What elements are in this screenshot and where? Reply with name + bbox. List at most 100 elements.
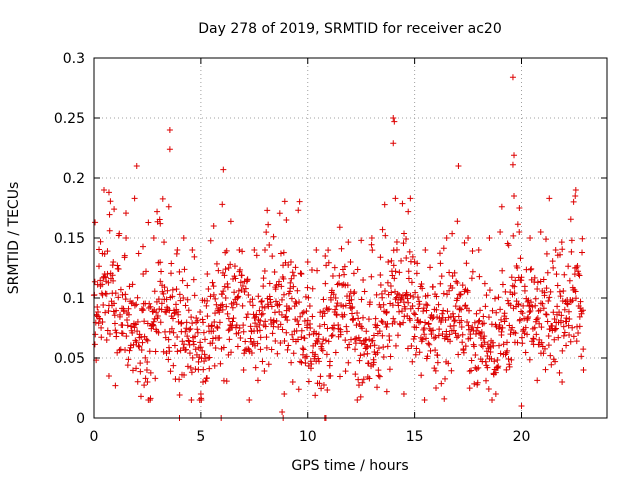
- data-point: [480, 313, 487, 320]
- data-point: [505, 355, 512, 362]
- data-point: [289, 379, 296, 385]
- data-point: [247, 323, 254, 330]
- data-point: [111, 206, 118, 213]
- data-point: [546, 294, 553, 301]
- data-point: [409, 253, 416, 260]
- data-point: [394, 332, 401, 339]
- data-point: [296, 198, 303, 205]
- data-point: [113, 307, 120, 314]
- data-point: [471, 380, 478, 387]
- data-point: [299, 345, 306, 352]
- y-tick-label: 0.15: [54, 231, 85, 247]
- data-point: [332, 306, 339, 313]
- data-point: [103, 336, 110, 343]
- data-point: [280, 249, 287, 256]
- data-point: [449, 284, 456, 291]
- data-point: [383, 388, 390, 395]
- data-point: [262, 318, 269, 325]
- data-point: [379, 226, 386, 233]
- data-point: [322, 337, 329, 344]
- data-point: [309, 313, 316, 320]
- data-point: [160, 290, 167, 297]
- data-point: [540, 305, 547, 312]
- data-point: [320, 382, 327, 389]
- data-point: [169, 315, 176, 322]
- data-point: [569, 297, 576, 304]
- data-point: [119, 330, 126, 337]
- data-point: [187, 364, 194, 371]
- data-point: [200, 329, 207, 336]
- data-point: [267, 299, 274, 306]
- data-point: [209, 279, 216, 286]
- data-point: [321, 310, 328, 317]
- data-point: [208, 323, 215, 330]
- data-point: [180, 294, 187, 301]
- data-point: [105, 373, 112, 379]
- data-point: [314, 267, 321, 274]
- data-point: [547, 352, 554, 359]
- data-point: [432, 347, 439, 354]
- data-point: [526, 356, 533, 363]
- data-point: [112, 290, 119, 297]
- data-point: [168, 325, 175, 332]
- data-point: [443, 235, 450, 241]
- data-point: [316, 358, 323, 365]
- data-point: [377, 281, 384, 288]
- data-point: [329, 273, 336, 280]
- data-point: [504, 339, 511, 346]
- data-point: [458, 324, 465, 331]
- data-point: [165, 336, 172, 343]
- data-point: [268, 346, 275, 353]
- data-point: [478, 341, 485, 348]
- data-point: [396, 308, 403, 315]
- data-point: [511, 283, 518, 290]
- x-tick-label: 20: [513, 429, 531, 445]
- data-point: [551, 326, 558, 333]
- data-point: [317, 309, 324, 316]
- data-point: [543, 250, 550, 257]
- data-point: [181, 266, 188, 273]
- data-point: [324, 325, 331, 332]
- data-point: [547, 288, 554, 295]
- data-point: [343, 328, 350, 335]
- data-point: [475, 329, 482, 336]
- data-point: [419, 336, 426, 343]
- data-point: [336, 224, 343, 231]
- data-point: [278, 311, 285, 318]
- data-point: [190, 341, 197, 348]
- data-point: [142, 354, 149, 361]
- data-point: [188, 397, 195, 403]
- data-point: [421, 397, 428, 403]
- data-point: [527, 235, 534, 241]
- data-point: [557, 293, 564, 300]
- data-point: [475, 318, 482, 325]
- data-point: [313, 330, 320, 337]
- data-point: [424, 353, 431, 360]
- data-point: [476, 273, 483, 280]
- data-point: [359, 325, 366, 332]
- data-point: [359, 379, 366, 386]
- data-point: [511, 290, 518, 297]
- data-point: [211, 319, 218, 326]
- data-point: [288, 295, 295, 302]
- data-point: [575, 330, 582, 337]
- data-point: [422, 319, 429, 326]
- x-axis-label: GPS time / hours: [291, 458, 408, 474]
- data-point: [179, 277, 186, 284]
- data-point: [463, 260, 470, 267]
- data-point: [566, 277, 573, 284]
- data-point: [105, 279, 112, 286]
- data-point: [475, 364, 482, 371]
- data-point: [570, 333, 577, 340]
- data-point: [514, 221, 521, 228]
- data-point: [481, 320, 488, 327]
- data-point: [261, 367, 268, 374]
- data-point: [389, 302, 396, 309]
- data-point: [425, 320, 432, 327]
- data-point: [329, 332, 336, 339]
- data-point: [326, 358, 333, 365]
- data-point: [279, 326, 286, 333]
- data-point: [559, 246, 566, 253]
- data-point: [468, 357, 475, 364]
- data-point: [546, 195, 553, 202]
